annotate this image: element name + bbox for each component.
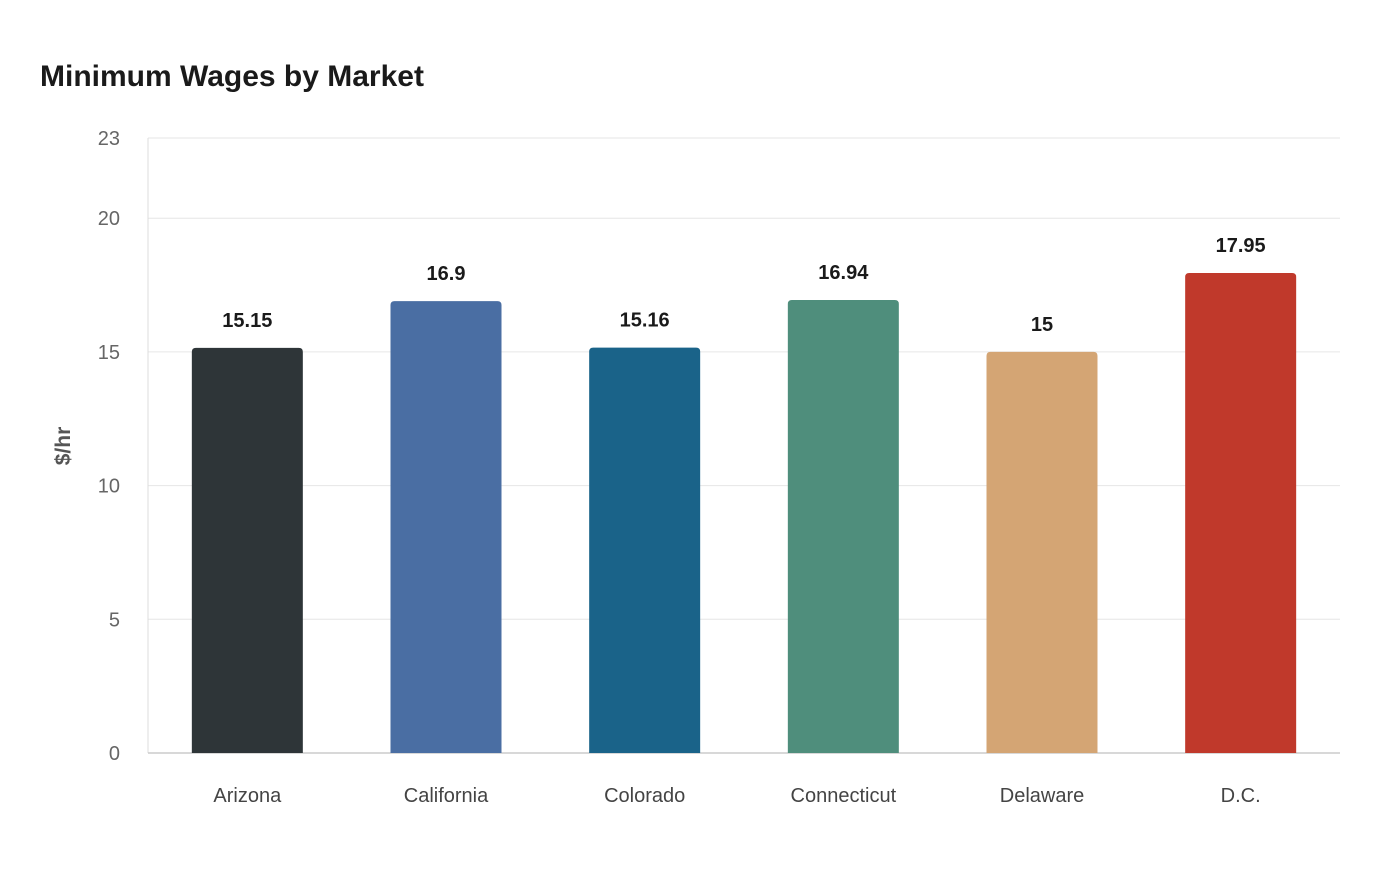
bar-d-c[interactable] (1185, 273, 1297, 753)
bar-arizona[interactable] (191, 347, 303, 753)
value-label: 15.16 (620, 310, 670, 332)
chart-title: Minimum Wages by Market (40, 60, 424, 93)
labels: 0 5 10 15 20 23 $/hr 15.15 Arizona 16.9 California… (52, 128, 1266, 807)
gridlines (148, 137, 1340, 620)
x-category-label: Delaware (1000, 785, 1084, 807)
bars (191, 273, 1297, 753)
bar-california[interactable] (390, 301, 502, 753)
y-tick-label: 15 (98, 342, 120, 364)
bar-colorado[interactable] (589, 347, 701, 753)
y-tick-label: 23 (98, 128, 120, 150)
y-tick-label: 5 (109, 609, 120, 631)
value-label: 15 (1031, 314, 1053, 336)
value-label: 16.9 (427, 263, 466, 285)
x-category-label: D.C. (1221, 785, 1261, 807)
x-category-label: Connecticut (791, 785, 897, 807)
axes (147, 138, 1340, 754)
bar-delaware[interactable] (986, 351, 1098, 753)
value-label: 17.95 (1216, 235, 1266, 257)
x-category-label: California (404, 785, 489, 807)
value-label: 15.15 (222, 310, 272, 332)
x-category-label: Arizona (213, 785, 282, 807)
y-axis-title: $/hr (52, 427, 75, 466)
value-label: 16.94 (818, 262, 869, 284)
y-tick-label: 20 (98, 208, 120, 230)
bar-connecticut[interactable] (787, 300, 899, 753)
x-category-label: Colorado (604, 785, 685, 807)
y-tick-label: 10 (98, 476, 120, 498)
y-tick-label: 0 (109, 743, 120, 765)
